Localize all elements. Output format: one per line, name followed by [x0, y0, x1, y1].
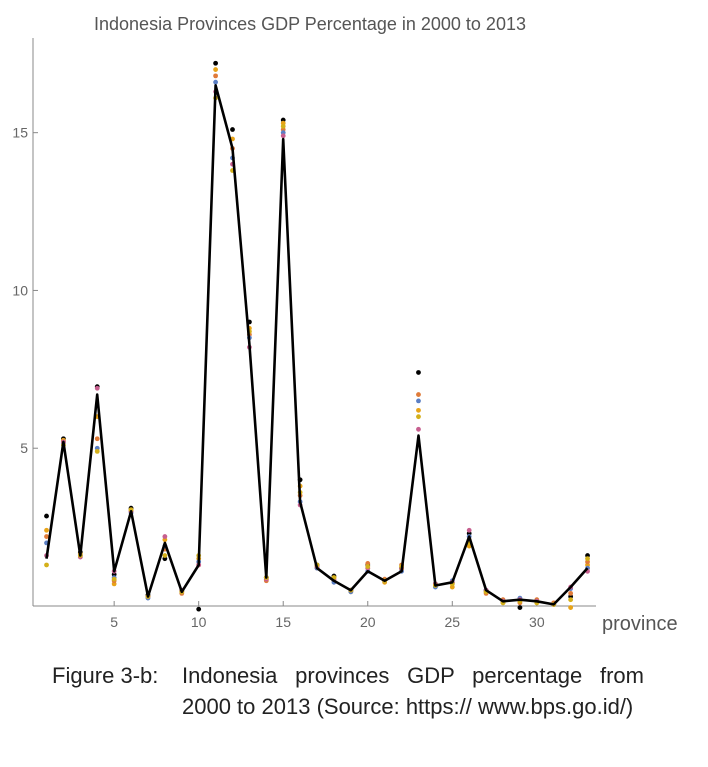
- scatter-point: [94, 385, 100, 391]
- scatter-point: [416, 392, 421, 397]
- y-tick-label: 5: [20, 440, 28, 456]
- x-tick-label: 10: [191, 614, 207, 630]
- gdp-line-series: [45, 84, 589, 606]
- y-tick-label: 15: [12, 125, 28, 141]
- scatter-point: [213, 67, 218, 72]
- x-tick-label: 5: [110, 614, 118, 630]
- scatter-point: [280, 123, 286, 129]
- scatter-point: [44, 562, 49, 568]
- scatter-point: [416, 398, 421, 404]
- scatter-point: [517, 605, 523, 610]
- gdp-line: [45, 84, 589, 606]
- caption-label: Figure 3-b:: [52, 663, 159, 688]
- scatter-point: [213, 79, 218, 85]
- scatter-point: [365, 564, 371, 569]
- scatter-point: [585, 556, 590, 562]
- x-tick-label: 15: [275, 614, 291, 630]
- tick-labels: 5 10 15 20 25 30 5 10 15: [12, 125, 544, 630]
- chart-title: Indonesia Provinces GDP Percentage in 20…: [94, 14, 526, 34]
- scatter-point: [162, 553, 168, 558]
- scatter-point: [230, 127, 235, 132]
- scatter-point: [568, 605, 574, 610]
- scatter-point: [416, 370, 421, 375]
- chart-axes: [32, 38, 596, 607]
- y-tick-label: 10: [12, 282, 28, 298]
- scatter-point: [466, 527, 472, 533]
- x-tick-label: 25: [445, 614, 461, 630]
- scatter-point: [44, 513, 49, 519]
- scatter-point: [44, 534, 49, 539]
- scatter-point: [213, 73, 218, 79]
- x-tick-label: 20: [360, 614, 376, 630]
- scatter-point: [162, 534, 168, 539]
- gdp-chart: Indonesia Provinces GDP Percentage in 20…: [12, 14, 678, 635]
- scatter-point: [196, 606, 202, 612]
- x-axis-label: province: [602, 613, 678, 635]
- scatter-point: [416, 426, 421, 432]
- scatter-point: [111, 576, 117, 582]
- scatter-point: [416, 407, 421, 413]
- scatter-point: [44, 527, 49, 533]
- scatter-point: [213, 60, 218, 66]
- x-tick-label: 30: [529, 614, 545, 630]
- scatter-point: [94, 436, 100, 442]
- scatter-point: [94, 448, 100, 454]
- scatter-point: [568, 597, 574, 603]
- scatter-point: [280, 133, 286, 139]
- scatter-point: [568, 590, 574, 596]
- caption-text: Indonesia provinces GDP percentage from …: [182, 663, 644, 719]
- scatter-point: [416, 414, 421, 420]
